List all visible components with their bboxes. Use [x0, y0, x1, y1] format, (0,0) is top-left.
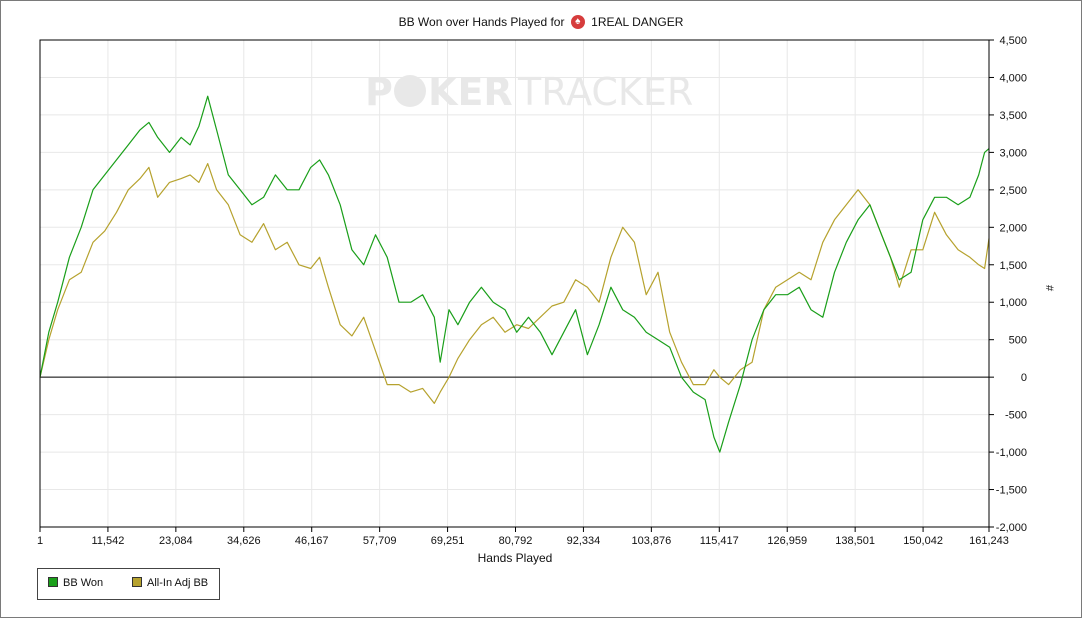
watermark-chip-icon — [394, 75, 426, 107]
x-tick-label: 115,417 — [700, 535, 739, 547]
legend: BB Won All-In Adj BB — [37, 568, 220, 600]
y-tick-label: 500 — [1009, 335, 1027, 347]
y-tick-label: 1,000 — [999, 297, 1027, 309]
x-tick-label: 80,792 — [499, 535, 533, 547]
x-axis-label: Hands Played — [477, 551, 553, 565]
chart-title: BB Won over Hands Played for ♠ 1REAL DAN… — [0, 14, 1082, 29]
x-tick-label: 1 — [37, 535, 43, 547]
spade-icon: ♠ — [570, 14, 585, 29]
x-tick-label: 161,243 — [969, 535, 1009, 547]
legend-swatch-bb-won — [48, 577, 58, 587]
legend-swatch-allin-adj — [132, 577, 142, 587]
plot-area — [40, 40, 989, 527]
x-tick-label: 69,251 — [431, 535, 465, 547]
watermark-text-ker: KER — [428, 70, 513, 114]
x-tick-label: 138,501 — [835, 535, 875, 547]
y-tick-label: 4,000 — [999, 72, 1027, 84]
y-axis-label: # — [1043, 285, 1055, 292]
watermark-text-tracker: TRACKER — [517, 70, 693, 114]
y-tick-label: -1,500 — [996, 485, 1027, 497]
y-tick-label: 0 — [1021, 372, 1027, 384]
legend-item-allin-adj[interactable]: All-In Adj BB — [132, 577, 208, 589]
x-tick-label: 150,042 — [903, 535, 943, 547]
legend-label-allin-adj: All-In Adj BB — [147, 577, 209, 589]
x-tick-label: 23,084 — [159, 535, 193, 547]
y-tick-label: 4,500 — [999, 35, 1027, 47]
legend-label-bb-won: BB Won — [63, 577, 104, 589]
plot-border — [39, 39, 990, 528]
legend-item-bb-won[interactable]: BB Won — [48, 577, 103, 589]
y-tick-label: 2,000 — [999, 222, 1027, 234]
y-tick-label: -500 — [1005, 410, 1027, 422]
x-tick-label: 46,167 — [295, 535, 329, 547]
y-tick-label: 3,500 — [999, 110, 1027, 122]
x-tick-label: 103,876 — [631, 535, 671, 547]
x-tick-label: 126,959 — [767, 535, 807, 547]
series-line-bb-won — [39, 95, 990, 453]
watermark-text-p: P — [365, 70, 393, 114]
chart-title-prefix: BB Won over Hands Played for — [398, 14, 565, 29]
series-line-allin-adj — [39, 163, 990, 404]
x-tick-label: 92,334 — [567, 535, 601, 547]
y-tick-label: 2,500 — [999, 185, 1027, 197]
y-tick-label: -1,000 — [996, 447, 1027, 459]
x-tick-label: 34,626 — [227, 535, 261, 547]
chart-title-player: 1REAL DANGER — [591, 14, 684, 29]
x-tick-label: 11,542 — [92, 535, 125, 547]
x-tick-label: 57,709 — [363, 535, 397, 547]
y-tick-label: 3,000 — [999, 147, 1027, 159]
y-tick-label: -2,000 — [996, 522, 1027, 534]
y-tick-label: 1,500 — [999, 260, 1027, 272]
